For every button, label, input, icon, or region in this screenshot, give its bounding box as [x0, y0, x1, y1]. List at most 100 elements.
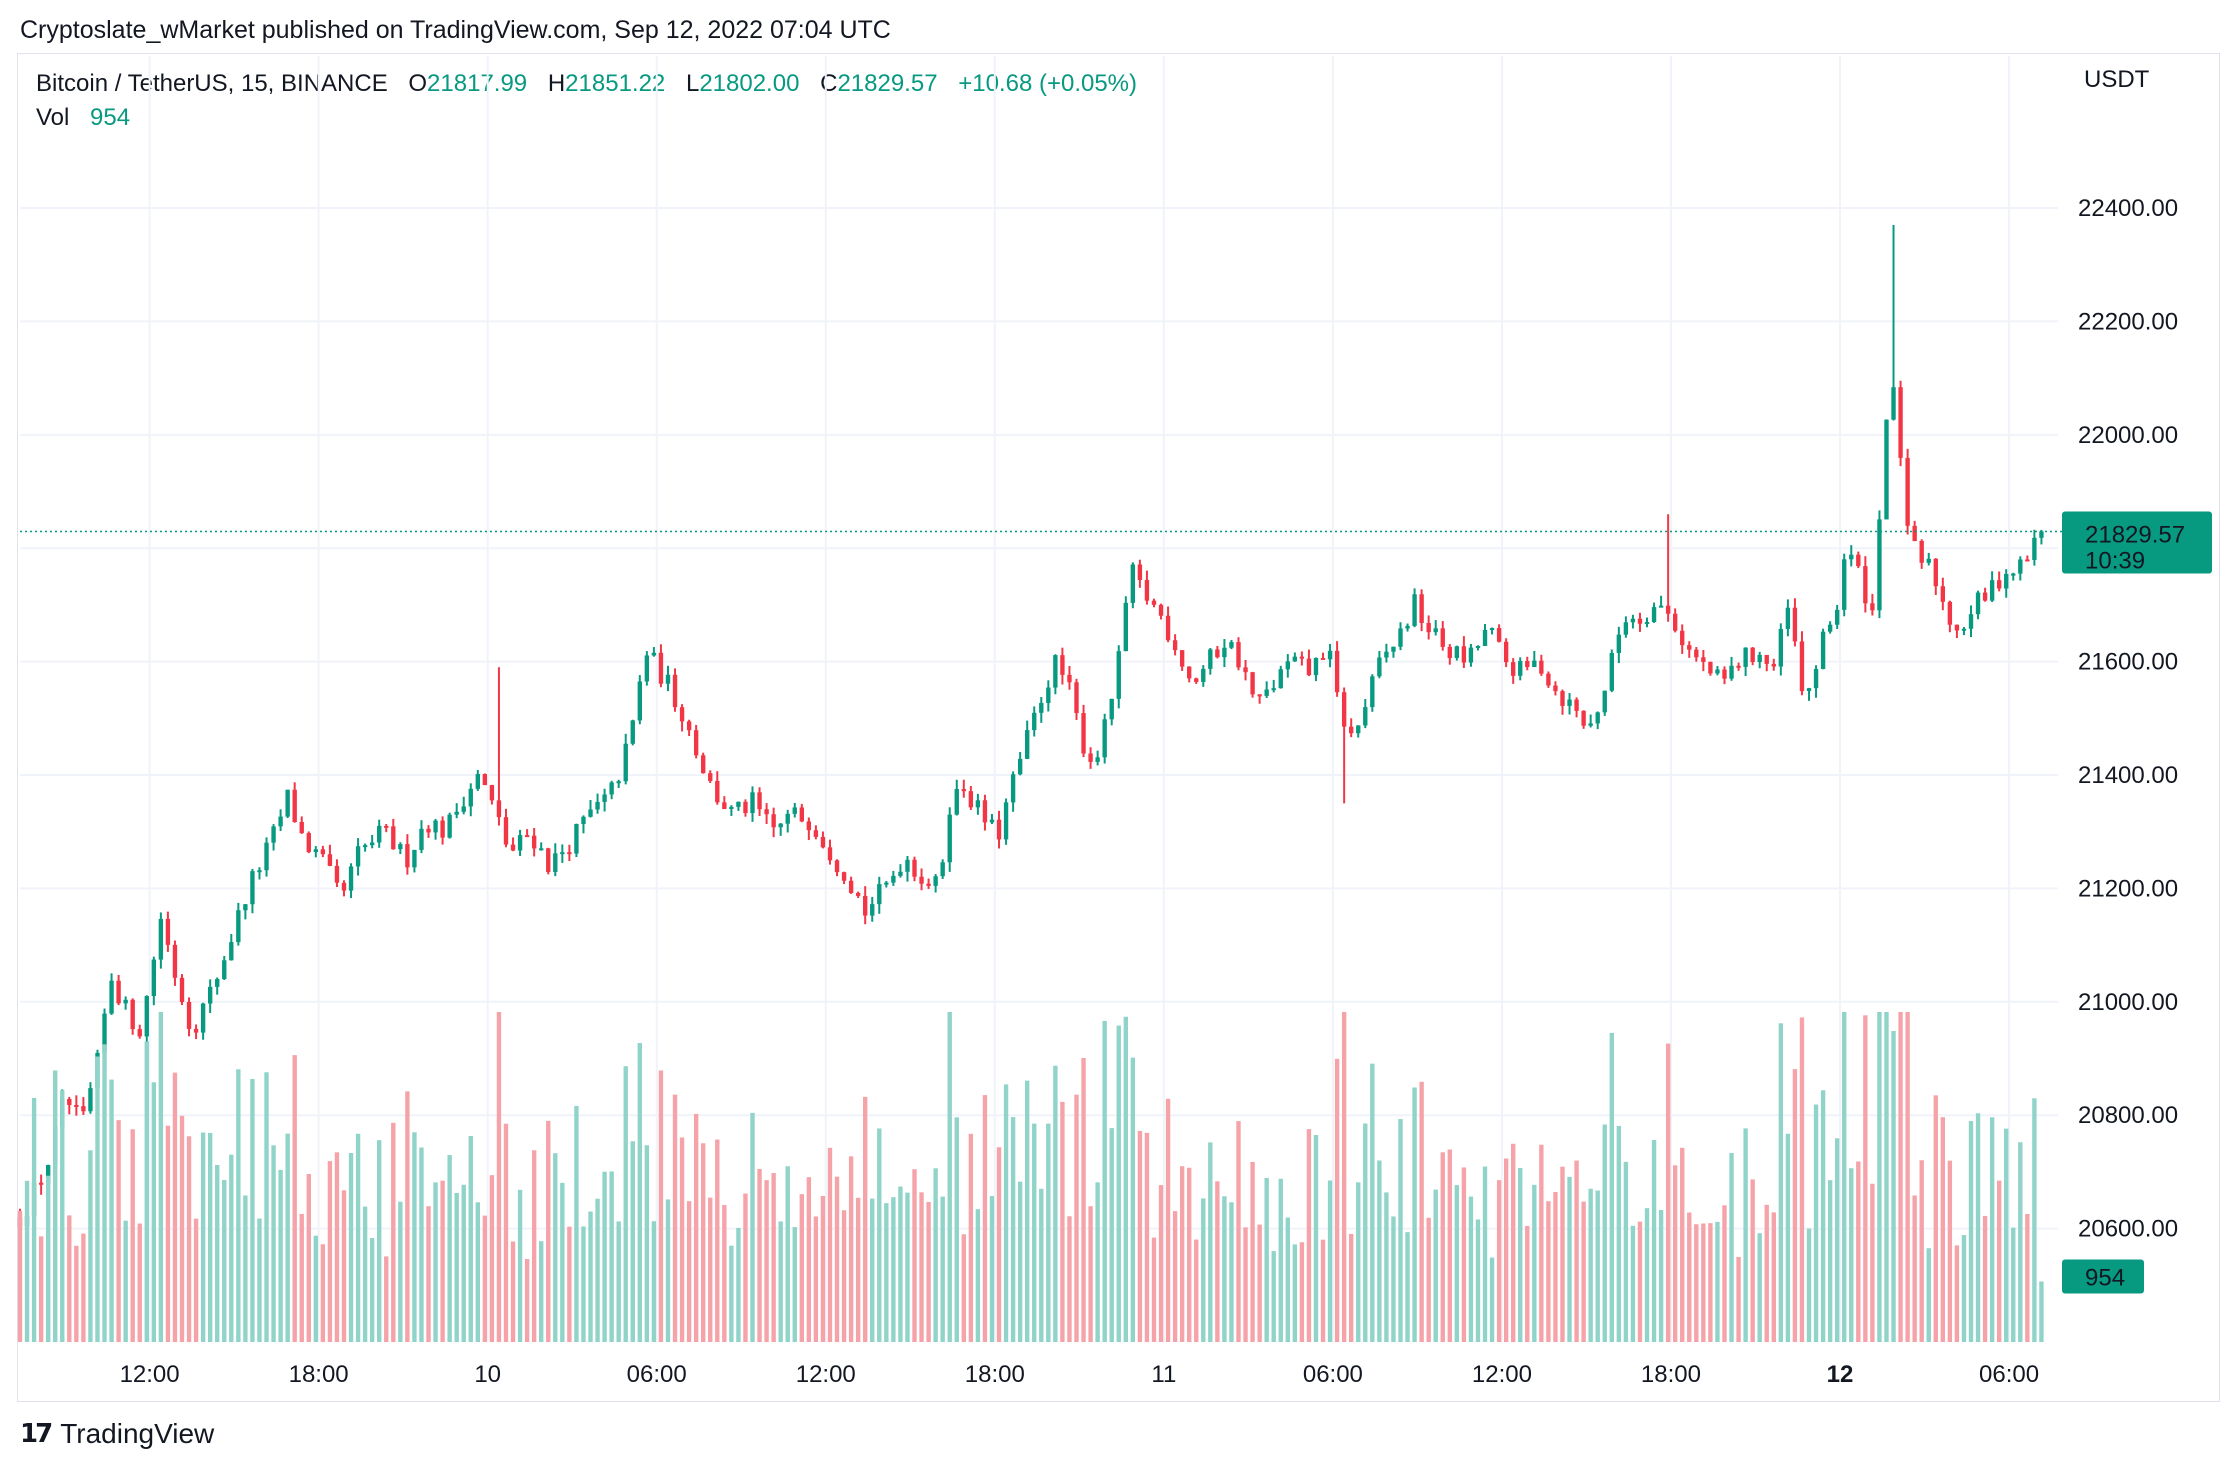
volume-bar [588, 1211, 593, 1342]
candle-body [715, 780, 720, 803]
candle-body [1567, 699, 1572, 706]
volume-bar [637, 1043, 642, 1342]
candle-body [834, 860, 840, 873]
candle-body [1257, 694, 1262, 697]
volume-bar [1743, 1128, 1748, 1342]
candle-body [524, 835, 530, 838]
volume-bar [207, 1132, 213, 1342]
candle-body [785, 813, 790, 824]
candle-body [1750, 647, 1755, 663]
volume-bar [771, 1173, 776, 1342]
volume-bar [2032, 1098, 2037, 1342]
volume-bar [1982, 1215, 1988, 1342]
candle-body [1229, 642, 1234, 648]
volume-bar [1271, 1251, 1276, 1342]
volume-bar [1933, 1095, 1938, 1342]
currency-label[interactable]: USDT [2084, 66, 2150, 93]
volume-bar [595, 1198, 600, 1342]
candle-body [1722, 669, 1727, 679]
volume-bar [334, 1152, 340, 1342]
volume-bar [1806, 1228, 1812, 1342]
candle-body [1377, 657, 1382, 677]
candle-body [1215, 649, 1220, 658]
volume-bar [433, 1182, 438, 1342]
volume-bar [1961, 1235, 1967, 1342]
candle-body [595, 801, 600, 810]
candle-body [1701, 657, 1706, 662]
volume-bar [975, 1209, 981, 1342]
volume-bar [729, 1245, 734, 1342]
close-value: 21829.57 [837, 70, 938, 97]
volume-bar [926, 1201, 931, 1342]
volume-bar [193, 1218, 199, 1342]
time-tick-label: 12 [1827, 1361, 1854, 1388]
volume-bar [799, 1194, 804, 1342]
volume-bar [1602, 1124, 1607, 1342]
candle-body [1391, 646, 1396, 652]
volume-bar [1123, 1016, 1128, 1342]
candle-body [489, 785, 495, 801]
volume-bar [581, 1226, 586, 1342]
volume-bar [1250, 1161, 1255, 1342]
candle-body [1116, 651, 1121, 699]
volume-bar [961, 1234, 966, 1342]
volume-bar [785, 1166, 790, 1342]
volume-bar [658, 1070, 664, 1342]
volume-bar [1194, 1239, 1199, 1342]
candle-body [2032, 537, 2037, 560]
candle-body [172, 944, 178, 978]
price-tick-label: 21600.00 [2078, 649, 2178, 676]
volume-bar [1285, 1217, 1290, 1342]
candle-body [792, 807, 797, 814]
volume-bar [1813, 1104, 1819, 1342]
volume-bar [1236, 1121, 1241, 1342]
candle-body [1081, 713, 1086, 754]
low-value: 21802.00 [699, 70, 800, 97]
volume-label[interactable]: Vol [36, 104, 70, 131]
candle-body [778, 823, 783, 828]
tradingview-brand[interactable]: 17 TradingView [20, 1418, 214, 1450]
volume-bar [1313, 1135, 1319, 1342]
time-tick-label: 18:00 [965, 1361, 1025, 1388]
volume-bar [982, 1095, 988, 1342]
volume-bar [560, 1182, 565, 1342]
candle-body [1278, 669, 1283, 689]
candle-body [567, 852, 572, 855]
candle-body [1518, 661, 1523, 676]
candle-body [1482, 629, 1488, 646]
symbol-title[interactable]: Bitcoin / TetherUS, 15, BINANCE [36, 70, 388, 97]
volume-legend: Vol 954 [36, 104, 130, 132]
volume-bar [841, 1210, 847, 1342]
volume-bar [1680, 1147, 1685, 1342]
candle-body [686, 721, 692, 731]
candle-body [1651, 607, 1657, 623]
volume-bar [708, 1197, 713, 1342]
candle-body [1849, 554, 1854, 560]
candle-body [1496, 628, 1502, 642]
candle-body [1039, 702, 1044, 713]
candle-body [855, 892, 861, 896]
brand-name: TradingView [60, 1418, 215, 1449]
candle-body [637, 681, 642, 721]
candle-body [1053, 655, 1058, 688]
candle-body [771, 814, 776, 828]
candle-body [1602, 690, 1607, 713]
volume-bar [172, 1072, 178, 1342]
candle-body [1813, 668, 1819, 689]
candle-body [574, 824, 579, 854]
volume-bar [17, 1210, 23, 1342]
candle-body [38, 1182, 44, 1185]
volume-bar [384, 1256, 389, 1342]
volume-bar [2004, 1128, 2009, 1342]
volume-bar [1975, 1113, 1981, 1342]
volume-bar [1792, 1069, 1798, 1342]
volume-bar [1644, 1208, 1650, 1342]
candle-body [67, 1098, 72, 1106]
candle-body [1919, 540, 1924, 563]
publisher-line: Cryptoslate_wMarket published on Trading… [20, 16, 891, 44]
volume-bar [1454, 1185, 1460, 1342]
volume-bar [1912, 1195, 1917, 1342]
volume-bar [1137, 1130, 1143, 1342]
volume-bar [855, 1197, 861, 1342]
